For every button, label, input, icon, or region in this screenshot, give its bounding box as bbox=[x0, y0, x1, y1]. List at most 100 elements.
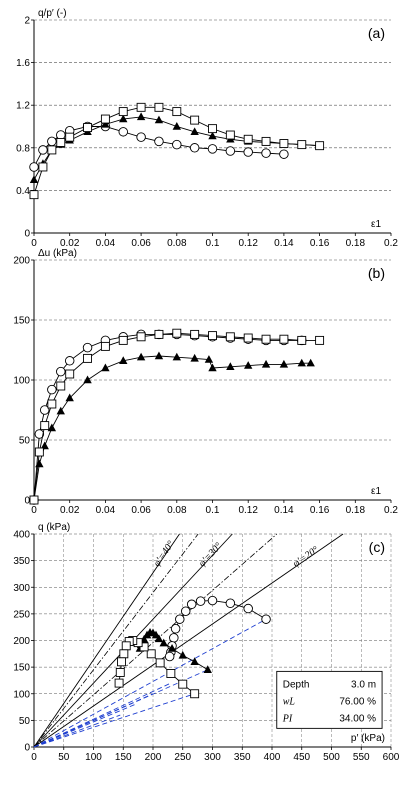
x-tick-label: 0.04 bbox=[96, 505, 116, 516]
circle-marker bbox=[243, 603, 253, 614]
x-tick-label: 500 bbox=[323, 752, 340, 763]
y-tick-label: 100 bbox=[13, 376, 30, 387]
square-marker bbox=[315, 335, 325, 345]
y-tick-label: 1.2 bbox=[16, 101, 30, 112]
info-box-label: wL bbox=[283, 696, 296, 707]
y-tick-label: 200 bbox=[13, 636, 30, 647]
square-marker bbox=[208, 331, 217, 341]
x-tick-label: 0.02 bbox=[60, 238, 80, 249]
y-tick-label: 50 bbox=[19, 436, 31, 447]
square-marker bbox=[190, 689, 200, 699]
triangle-marker bbox=[178, 650, 187, 659]
y-tick-label: 350 bbox=[13, 556, 30, 567]
square-marker bbox=[121, 641, 131, 651]
triangle-marker bbox=[29, 175, 39, 183]
circle-marker bbox=[195, 596, 206, 606]
friction-line bbox=[33, 533, 344, 748]
info-box-value: 34.00 % bbox=[339, 713, 376, 724]
x-tick-label: 300 bbox=[204, 752, 221, 763]
y-tick-label: 0.8 bbox=[16, 143, 30, 154]
circle-marker bbox=[64, 356, 75, 366]
y-tick-label: 100 bbox=[13, 689, 30, 700]
y-tick-label: 150 bbox=[13, 663, 30, 674]
x-tick-label: 0.1 bbox=[206, 505, 220, 516]
y-axis-label: q/p′ (-) bbox=[38, 8, 67, 19]
x-axis-label: ε1 bbox=[371, 219, 381, 230]
info-box-label: Depth bbox=[283, 679, 310, 690]
triangle-marker bbox=[119, 114, 128, 123]
x-tick-label: 250 bbox=[174, 752, 191, 763]
x-tick-label: 600 bbox=[383, 752, 399, 763]
square-marker bbox=[136, 102, 146, 112]
square-marker bbox=[47, 399, 57, 409]
square-marker bbox=[118, 335, 128, 345]
total-stress-path bbox=[33, 693, 154, 748]
x-tick-label: 0 bbox=[31, 238, 37, 249]
triangle-marker bbox=[167, 643, 177, 652]
triangle-marker bbox=[40, 441, 49, 450]
x-tick-label: 0.16 bbox=[310, 505, 330, 516]
circle-marker bbox=[47, 384, 57, 395]
square-marker bbox=[100, 341, 110, 351]
info-box bbox=[276, 670, 383, 729]
y-tick-label: 250 bbox=[13, 609, 30, 620]
circle-marker bbox=[82, 342, 93, 353]
circle-marker bbox=[172, 139, 182, 150]
y-tick-label: 200 bbox=[13, 256, 30, 267]
square-series-line bbox=[33, 106, 320, 195]
circle-marker bbox=[261, 614, 271, 624]
circle-marker bbox=[136, 132, 146, 142]
square-marker bbox=[172, 328, 182, 338]
square-marker bbox=[172, 107, 182, 117]
triangle-marker bbox=[190, 127, 199, 136]
y-tick-label: 50 bbox=[19, 716, 31, 727]
circle-marker bbox=[189, 143, 200, 153]
triangle-marker bbox=[226, 362, 235, 370]
triangle-marker bbox=[204, 355, 214, 363]
panel-label: (b) bbox=[368, 265, 385, 281]
square-marker bbox=[154, 102, 164, 112]
square-marker bbox=[65, 369, 75, 379]
friction-line-label: φ′=20° bbox=[291, 544, 321, 569]
circle-marker bbox=[38, 145, 48, 155]
triangle-marker bbox=[306, 358, 315, 367]
x-tick-label: 0.14 bbox=[274, 505, 294, 516]
x-tick-label: 0.08 bbox=[167, 238, 187, 249]
total-stress-path bbox=[33, 703, 136, 748]
x-axis-label: ε1 bbox=[371, 486, 381, 497]
square-marker bbox=[29, 495, 39, 505]
total-stress-path bbox=[33, 618, 267, 748]
x-tick-label: 0 bbox=[31, 505, 37, 516]
panel-1: 0 0.4 0.8 1.2 1.6 2 0 0.02 0.04 0.06 0.08 0.1 0.12 0.… bbox=[16, 8, 398, 249]
friction-line-dashdot bbox=[33, 533, 199, 748]
x-tick-label: 0.02 bbox=[60, 505, 80, 516]
total-stress-path bbox=[33, 693, 195, 748]
square-marker bbox=[279, 334, 289, 344]
y-tick-label: 0 bbox=[24, 743, 30, 754]
circle-marker bbox=[39, 405, 50, 415]
x-tick-label: 0.1 bbox=[206, 238, 220, 249]
y-tick-label: 300 bbox=[13, 583, 30, 594]
total-stress-path bbox=[33, 682, 172, 748]
square-marker bbox=[261, 136, 271, 146]
square-marker bbox=[146, 649, 156, 659]
x-tick-label: 0.04 bbox=[96, 238, 116, 249]
x-tick-label: 0.2 bbox=[384, 238, 398, 249]
square-marker bbox=[56, 381, 66, 391]
info-box-label: PI bbox=[282, 713, 293, 724]
circle-marker bbox=[164, 651, 175, 662]
y-tick-label: 400 bbox=[13, 530, 30, 541]
triangle-marker bbox=[154, 115, 164, 124]
friction-line-label: φ′=40° bbox=[152, 539, 177, 569]
total-stress-path bbox=[33, 714, 121, 748]
triangle-marker bbox=[83, 375, 92, 384]
square-marker bbox=[297, 335, 307, 345]
x-tick-label: 0.12 bbox=[238, 238, 258, 249]
square-marker bbox=[118, 107, 128, 117]
triangle-marker bbox=[172, 122, 181, 130]
square-marker bbox=[297, 140, 307, 150]
square-marker bbox=[243, 333, 253, 343]
square-marker bbox=[83, 123, 93, 133]
triangle-marker bbox=[56, 406, 65, 415]
